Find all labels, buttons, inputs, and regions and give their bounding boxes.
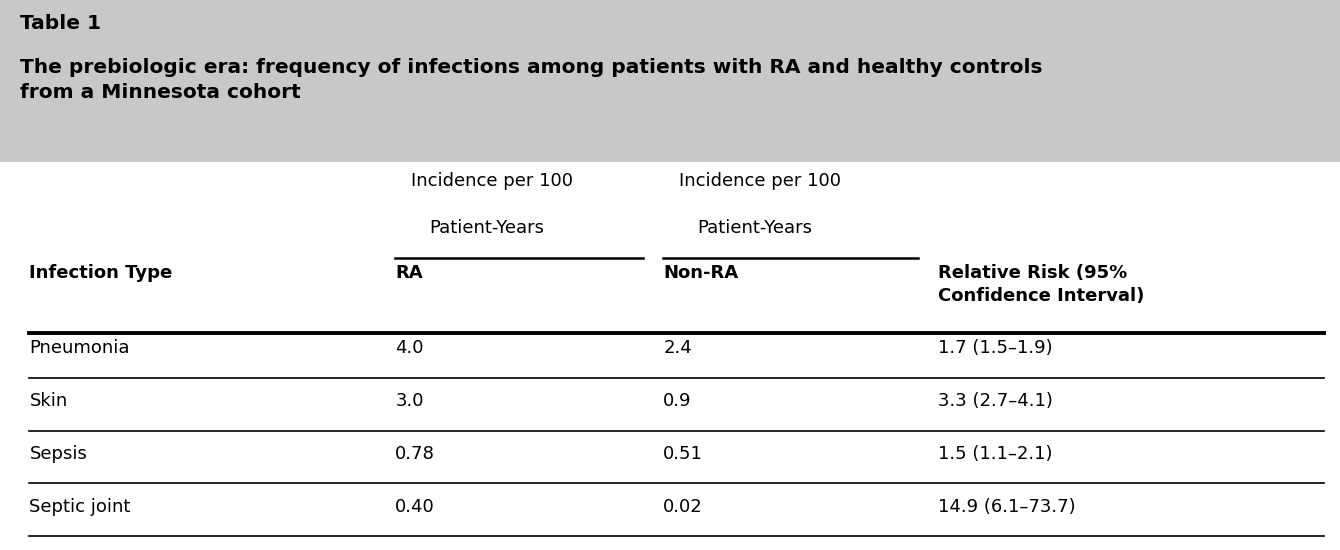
Bar — [0, 0, 1340, 162]
Text: 1.7 (1.5–1.9): 1.7 (1.5–1.9) — [938, 339, 1053, 358]
Text: 0.51: 0.51 — [663, 445, 704, 463]
Text: Incidence per 100: Incidence per 100 — [411, 172, 574, 190]
Text: RA: RA — [395, 264, 423, 282]
Text: Pneumonia: Pneumonia — [29, 339, 130, 358]
Text: Septic joint: Septic joint — [29, 498, 131, 516]
Text: The prebiologic era: frequency of infections among patients with RA and healthy : The prebiologic era: frequency of infect… — [20, 58, 1043, 102]
Text: 1.5 (1.1–2.1): 1.5 (1.1–2.1) — [938, 445, 1052, 463]
Text: Infection Type: Infection Type — [29, 264, 173, 282]
Text: Skin: Skin — [29, 392, 68, 410]
Text: 14.9 (6.1–73.7): 14.9 (6.1–73.7) — [938, 498, 1076, 516]
Text: 2.4: 2.4 — [663, 339, 691, 358]
Text: 0.78: 0.78 — [395, 445, 436, 463]
Text: 3.0: 3.0 — [395, 392, 423, 410]
Text: 0.9: 0.9 — [663, 392, 691, 410]
Text: 0.40: 0.40 — [395, 498, 436, 516]
Text: Sepsis: Sepsis — [29, 445, 87, 463]
Text: 4.0: 4.0 — [395, 339, 423, 358]
Text: Incidence per 100: Incidence per 100 — [679, 172, 842, 190]
Text: Table 1: Table 1 — [20, 14, 100, 33]
Text: Patient-Years: Patient-Years — [697, 219, 812, 237]
Text: Relative Risk (95%
Confidence Interval): Relative Risk (95% Confidence Interval) — [938, 264, 1144, 305]
Text: 3.3 (2.7–4.1): 3.3 (2.7–4.1) — [938, 392, 1053, 410]
Text: Patient-Years: Patient-Years — [429, 219, 544, 237]
Text: 0.02: 0.02 — [663, 498, 704, 516]
Text: Non-RA: Non-RA — [663, 264, 738, 282]
